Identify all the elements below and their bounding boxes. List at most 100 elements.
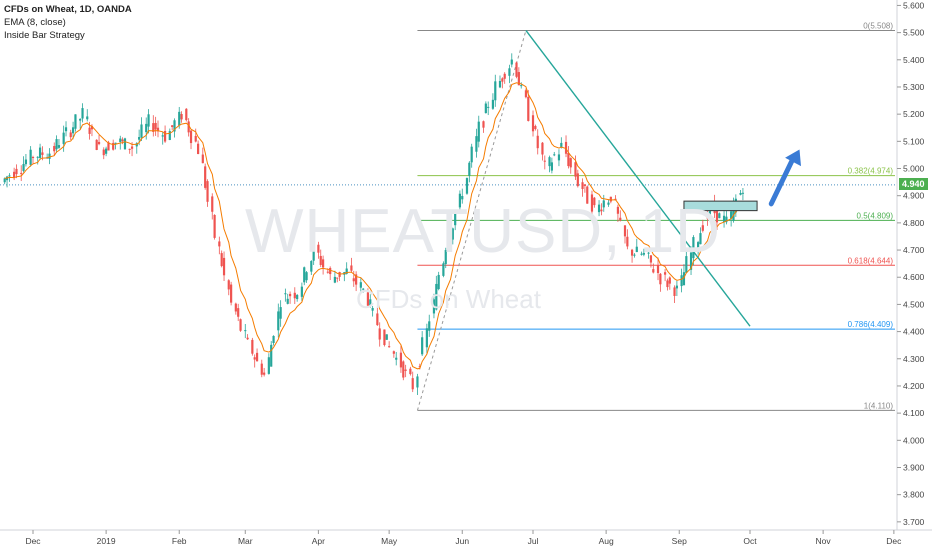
candle-body: [163, 131, 167, 142]
candle-body: [86, 116, 89, 120]
projection-arrow-head: [785, 149, 801, 167]
candle-body: [128, 148, 131, 150]
candle-body: [666, 280, 669, 288]
candle-body: [218, 241, 221, 247]
candle-body: [699, 233, 702, 245]
fib-level-label: 0.382(4.974): [848, 167, 894, 176]
time-tick-label: Jun: [455, 536, 469, 546]
candle-body: [196, 143, 200, 155]
candle-body: [69, 132, 72, 138]
candle-body: [517, 72, 520, 86]
candle-body: [647, 252, 650, 254]
candle-body: [255, 352, 259, 362]
candle-body: [477, 121, 480, 142]
candle-body: [211, 196, 214, 212]
candle-body: [682, 272, 686, 286]
candle-body: [74, 114, 77, 129]
candle-body: [326, 271, 329, 273]
candle-body: [680, 275, 683, 287]
candle-body: [140, 124, 143, 138]
candle-body: [404, 369, 407, 371]
candle-body: [503, 73, 506, 79]
candle-body: [675, 285, 678, 289]
price-tick-label: 4.500: [903, 299, 925, 309]
candle-body: [130, 146, 134, 149]
candle-body: [105, 148, 108, 154]
candle-body: [722, 215, 726, 222]
candle-body: [366, 292, 370, 306]
chart-legend: CFDs on Wheat, 1D, OANDA EMA (8, close) …: [4, 3, 132, 42]
candle-body: [534, 125, 537, 130]
price-tick-label: 4.200: [903, 381, 925, 391]
candle-body: [305, 272, 308, 281]
candle-body: [656, 265, 660, 274]
candle-body: [623, 225, 627, 237]
candle-body: [388, 346, 391, 348]
fib-level-label: 0.5(4.809): [857, 211, 894, 220]
candle-body: [267, 357, 270, 374]
candle-body: [171, 125, 174, 127]
legend-strategy[interactable]: Inside Bar Strategy: [4, 30, 85, 41]
candle-body: [553, 154, 556, 156]
candle-body: [239, 319, 242, 331]
trendline: [525, 30, 751, 327]
candle-body: [64, 127, 68, 132]
candle-body: [81, 108, 84, 119]
candle-body: [692, 237, 695, 259]
candle-body: [312, 244, 315, 261]
candle-body: [156, 127, 160, 132]
candle-body: [498, 80, 502, 88]
candle-body: [607, 202, 610, 205]
time-tick-label: Oct: [743, 536, 757, 546]
candle-body: [689, 252, 693, 270]
candle-body: [697, 242, 700, 251]
price-tick-label: 5.300: [903, 82, 925, 92]
current-price-tag: 4.940: [899, 177, 928, 190]
candle-body: [288, 293, 292, 297]
candle-body: [470, 146, 473, 163]
candle-body: [425, 328, 428, 348]
candle-body: [673, 287, 676, 296]
candle-body: [576, 173, 579, 187]
price-tick-label: 5.100: [903, 136, 925, 146]
time-tick-label: Apr: [312, 536, 325, 546]
candle-body: [220, 253, 223, 267]
candle-body: [296, 294, 299, 300]
time-tick-label: Jul: [528, 536, 539, 546]
candle-body: [527, 96, 530, 121]
candle-body: [614, 198, 617, 200]
candle-body: [336, 277, 339, 279]
candle-body: [715, 207, 719, 223]
price-tick-label: 4.800: [903, 218, 925, 228]
candle-body: [317, 244, 320, 253]
candle-body: [524, 90, 528, 98]
time-tick-label: May: [381, 536, 398, 546]
candle-body: [123, 138, 127, 150]
time-tick-label: Aug: [599, 536, 614, 546]
candle-body: [468, 162, 471, 176]
candle-body: [531, 115, 535, 132]
candle-body: [333, 276, 336, 283]
candle-body: [187, 121, 190, 133]
candle-body: [590, 194, 594, 212]
candle-body: [180, 114, 183, 120]
candle-body: [185, 108, 188, 121]
legend-ema[interactable]: EMA (8, close): [4, 17, 66, 28]
candle-body: [520, 85, 523, 87]
candle-body: [494, 81, 497, 101]
price-tick-label: 4.600: [903, 272, 925, 282]
price-tick-label: 5.500: [903, 28, 925, 38]
candle-body: [213, 214, 216, 238]
candle-body: [194, 135, 197, 142]
candle-body: [263, 372, 266, 375]
legend-symbol[interactable]: CFDs on Wheat, 1D, OANDA: [4, 4, 132, 15]
price-tick-label: 4.100: [903, 408, 925, 418]
candle-body: [102, 149, 105, 156]
candle-body: [465, 178, 469, 194]
candle-body: [593, 197, 596, 206]
candle-body: [189, 130, 193, 144]
candle-body: [600, 209, 603, 212]
candle-body: [564, 141, 568, 154]
candle-body: [22, 163, 25, 171]
